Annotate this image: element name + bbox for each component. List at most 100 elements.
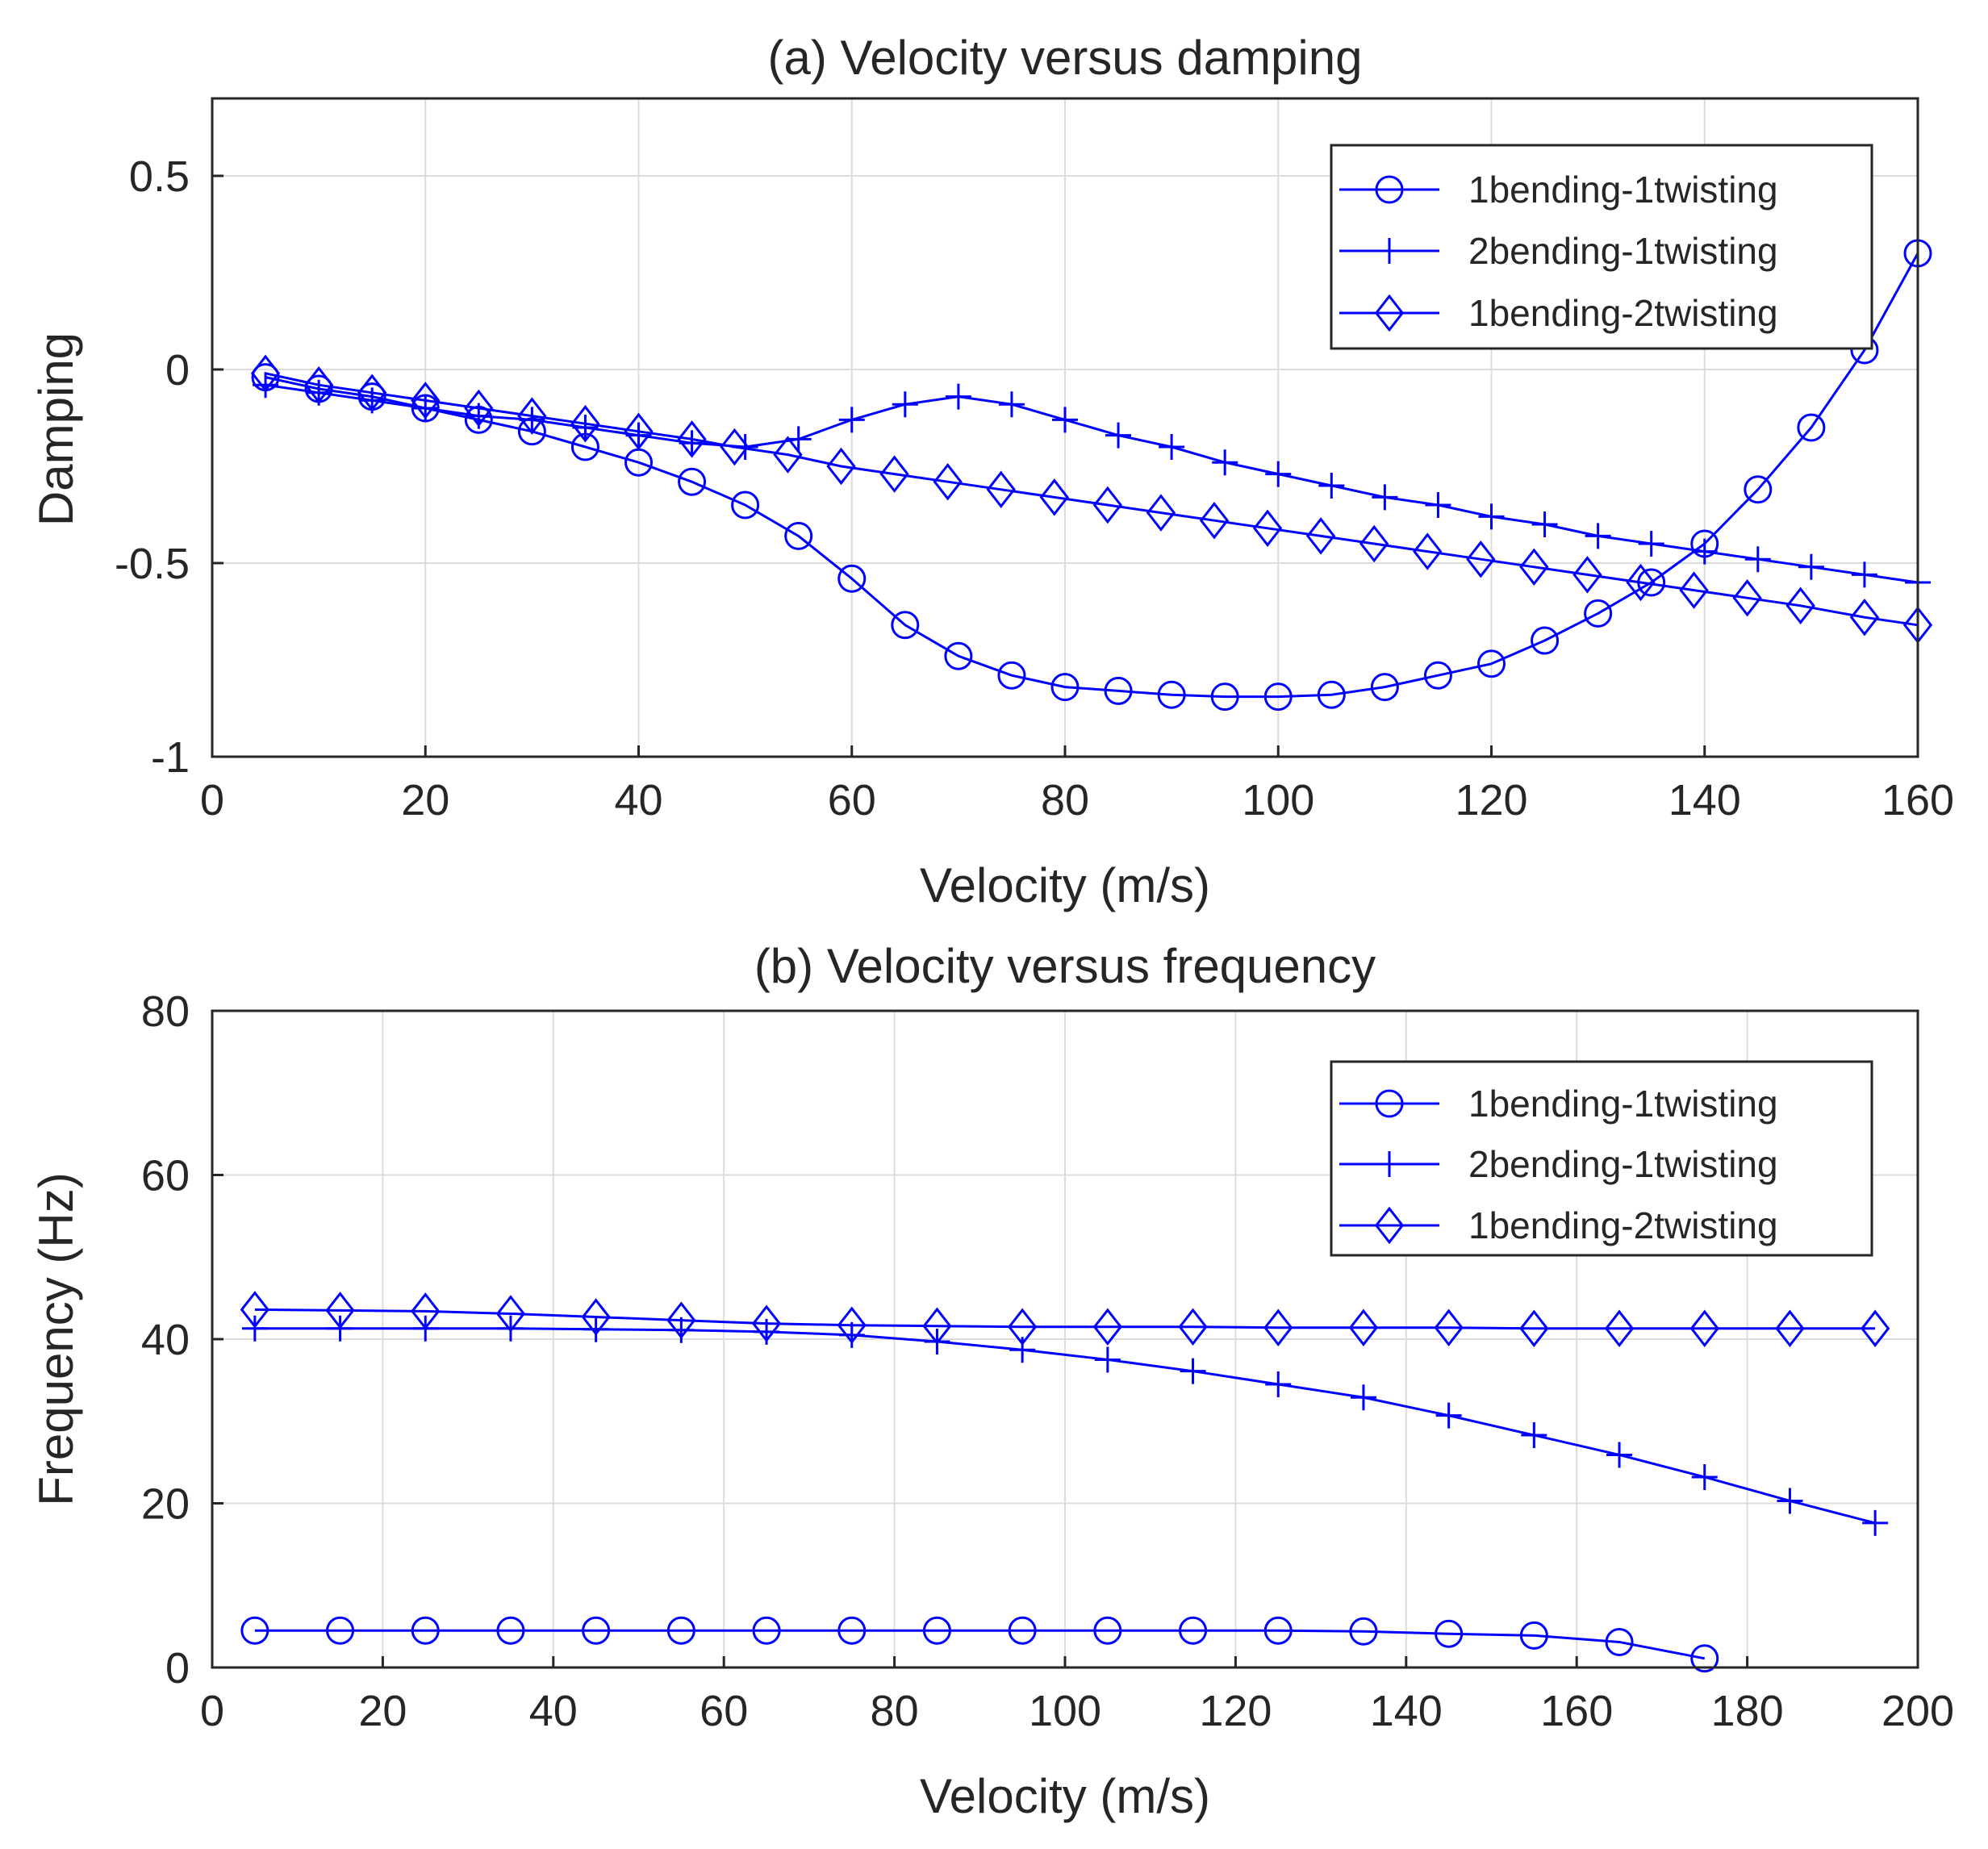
x-tick-label: 160 — [1540, 1687, 1613, 1735]
data-point-diamond — [1785, 586, 1815, 625]
data-point-diamond — [495, 1295, 526, 1333]
series-layer — [250, 239, 1933, 712]
legend-entry-2bending-1twisting: 2bending-1twisting — [1468, 230, 1778, 272]
y-tick-label: 0 — [165, 346, 190, 394]
data-point-circle — [1435, 1619, 1464, 1648]
data-point-plus — [1052, 407, 1078, 433]
data-point-diamond — [303, 365, 334, 404]
data-point-circle — [1349, 1617, 1378, 1646]
data-point-circle — [1157, 680, 1186, 709]
data-point-circle — [1744, 475, 1773, 504]
y-axis-label: Frequency (Hz) — [29, 1172, 83, 1505]
data-point-diamond — [1199, 501, 1230, 540]
legend-entry-1bending-1twisting: 1bending-1twisting — [1468, 1083, 1778, 1125]
x-tick-label: 80 — [1041, 776, 1089, 824]
data-point-diamond — [464, 389, 494, 428]
data-point-plus — [1798, 553, 1824, 580]
x-tick-label: 60 — [828, 776, 876, 824]
data-point-plus — [241, 1315, 268, 1342]
data-point-circle — [997, 661, 1026, 690]
x-tick-label: 100 — [1029, 1687, 1101, 1735]
x-tick-label: 20 — [401, 776, 449, 824]
legend-entry-1bending-2twisting: 1bending-2twisting — [1468, 292, 1778, 334]
data-point-circle — [678, 467, 707, 496]
series-line-1bending-1twisting — [265, 253, 1919, 699]
data-point-plus — [1318, 473, 1345, 499]
legend-marker-circle — [1339, 1089, 1439, 1118]
data-point-diamond — [250, 354, 281, 393]
data-point-plus — [1744, 546, 1771, 573]
data-point-circle — [731, 490, 760, 520]
data-point-circle — [1179, 1616, 1208, 1645]
legend-symbol-diamond — [1374, 294, 1405, 332]
x-tick-label: 140 — [1370, 1687, 1443, 1735]
data-point-circle — [922, 1616, 951, 1645]
legend-symbol-circle — [1375, 175, 1404, 204]
x-tick-label: 100 — [1242, 776, 1314, 824]
data-point-diamond — [666, 1301, 696, 1339]
data-point-circle — [496, 1616, 525, 1645]
data-point-diamond — [933, 462, 963, 501]
data-point-plus — [1521, 1422, 1547, 1449]
data-point-circle — [1263, 1616, 1293, 1645]
data-point-plus — [1350, 1384, 1376, 1411]
legend-symbol-diamond — [1374, 1206, 1405, 1245]
data-point-diamond — [879, 455, 909, 493]
data-point-circle — [1093, 1616, 1122, 1645]
data-point-diamond — [720, 428, 750, 466]
data-point-diamond — [1732, 578, 1762, 617]
data-point-diamond — [1572, 556, 1602, 594]
data-point-circle — [1477, 649, 1506, 678]
data-point-plus — [1478, 503, 1505, 530]
data-point-circle — [944, 641, 973, 670]
tick-labels: 0 20 40 60 80 100 120 140 160 180 200 0 20 40 60 80 — [141, 987, 1954, 1735]
data-point-diamond — [986, 470, 1016, 509]
data-point-diamond — [1861, 1309, 1890, 1348]
series-layer — [240, 1291, 1890, 1673]
x-tick-label: 120 — [1455, 776, 1527, 824]
data-point-plus — [1585, 523, 1611, 549]
x-tick-label: 200 — [1881, 1687, 1954, 1735]
data-point-diamond — [517, 397, 547, 435]
frequency-chart: (b) Velocity versus frequency Velocity (… — [29, 939, 1954, 1823]
data-point-circle — [666, 1616, 695, 1645]
data-point-circle — [1104, 676, 1133, 705]
data-point-circle — [1423, 661, 1452, 690]
data-point-diamond — [751, 1304, 782, 1342]
series-line-1bending-1twisting — [254, 1629, 1706, 1660]
data-point-diamond — [1178, 1308, 1208, 1346]
data-point-circle — [1690, 1644, 1719, 1673]
data-point-diamond — [1519, 1309, 1549, 1348]
data-point-diamond — [1263, 1308, 1293, 1346]
legend: 1bending-1twisting 2bending-1twisting 1b… — [1330, 1060, 1873, 1257]
data-point-diamond — [1466, 540, 1496, 578]
data-point-circle — [240, 1616, 269, 1645]
data-point-plus — [1159, 434, 1185, 460]
data-point-plus — [838, 407, 865, 433]
y-tick-label: 40 — [141, 1316, 190, 1364]
data-point-diamond — [411, 1292, 441, 1330]
y-axis-label: Damping — [29, 332, 83, 526]
legend-entry-2bending-1twisting: 2bending-1twisting — [1468, 1143, 1778, 1185]
y-tick-label: -0.5 — [115, 540, 190, 588]
x-tick-label: 20 — [358, 1687, 407, 1735]
data-point-diamond — [922, 1307, 952, 1345]
data-point-diamond — [1359, 524, 1389, 563]
legend-box — [1330, 1060, 1873, 1257]
data-point-circle — [1263, 682, 1293, 712]
data-point-diamond — [325, 1292, 355, 1329]
data-point-plus — [1265, 1371, 1292, 1397]
data-point-diamond — [1146, 494, 1176, 532]
data-point-diamond — [677, 420, 707, 458]
x-tick-label: 0 — [200, 1687, 224, 1735]
tick-labels: 0 20 40 60 80 100 120 140 160 -1 -0.5 0 0.5 — [115, 152, 1954, 824]
x-tick-label: 0 — [200, 776, 224, 824]
data-point-circle — [326, 1616, 355, 1645]
y-tick-label: 0.5 — [129, 152, 190, 201]
data-point-diamond — [837, 1306, 867, 1344]
legend: 1bending-1twisting 2bending-1twisting 1b… — [1330, 144, 1873, 350]
data-point-plus — [253, 372, 279, 399]
legend-marker-plus — [1339, 238, 1439, 264]
data-point-diamond — [624, 412, 654, 451]
